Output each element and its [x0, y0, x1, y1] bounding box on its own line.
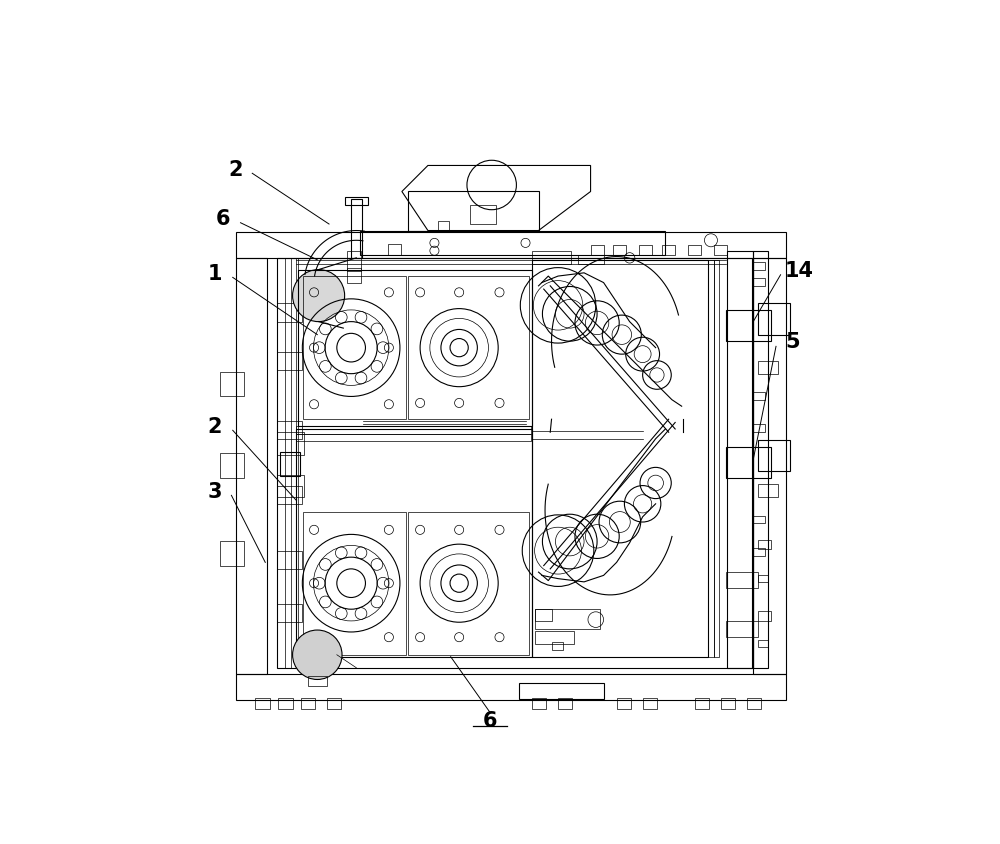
- Bar: [303, 512, 406, 655]
- Bar: [298, 270, 532, 426]
- Bar: [255, 698, 270, 710]
- Bar: [639, 246, 652, 256]
- Bar: [753, 425, 765, 433]
- Bar: [408, 512, 529, 655]
- Bar: [277, 433, 304, 456]
- Bar: [236, 674, 786, 701]
- Bar: [532, 698, 546, 710]
- Bar: [280, 452, 300, 477]
- Bar: [220, 453, 244, 479]
- Text: 6: 6: [216, 208, 230, 228]
- Bar: [327, 698, 341, 710]
- Bar: [758, 304, 790, 335]
- Bar: [408, 192, 539, 231]
- Bar: [726, 311, 771, 342]
- Text: 6: 6: [482, 710, 497, 730]
- Bar: [591, 246, 604, 256]
- Bar: [753, 279, 765, 286]
- Bar: [721, 698, 735, 710]
- Text: 3: 3: [207, 481, 222, 501]
- Bar: [552, 642, 563, 651]
- Bar: [727, 252, 753, 668]
- Text: 2: 2: [229, 160, 243, 180]
- Circle shape: [293, 630, 342, 679]
- Bar: [277, 551, 302, 569]
- Bar: [714, 261, 719, 657]
- Bar: [758, 641, 768, 647]
- Bar: [613, 246, 626, 256]
- Bar: [758, 576, 768, 582]
- Bar: [296, 434, 531, 441]
- Bar: [470, 205, 496, 225]
- Bar: [291, 258, 298, 668]
- Bar: [360, 231, 665, 256]
- Bar: [753, 262, 765, 270]
- Bar: [535, 609, 600, 629]
- Bar: [758, 484, 778, 498]
- Bar: [747, 698, 761, 710]
- Bar: [301, 698, 315, 710]
- Bar: [708, 261, 714, 657]
- Bar: [753, 258, 786, 674]
- Bar: [753, 252, 768, 668]
- Bar: [535, 631, 574, 644]
- Bar: [758, 361, 778, 374]
- Bar: [347, 269, 361, 284]
- Text: 1: 1: [207, 263, 222, 284]
- Bar: [285, 258, 296, 668]
- Bar: [351, 200, 362, 258]
- Bar: [578, 255, 604, 265]
- Bar: [308, 676, 327, 686]
- Bar: [277, 486, 302, 504]
- Bar: [753, 392, 765, 400]
- Bar: [236, 258, 267, 674]
- Bar: [408, 277, 529, 419]
- Bar: [688, 246, 701, 256]
- Bar: [535, 609, 552, 621]
- Bar: [345, 197, 368, 205]
- Bar: [277, 304, 302, 322]
- Bar: [347, 252, 361, 272]
- Text: 5: 5: [785, 332, 800, 352]
- Text: 14: 14: [784, 260, 813, 280]
- Bar: [758, 441, 790, 472]
- Bar: [277, 604, 302, 623]
- Bar: [726, 621, 758, 637]
- Bar: [519, 683, 604, 699]
- Bar: [726, 572, 758, 589]
- Bar: [220, 372, 244, 397]
- Text: 2: 2: [207, 416, 222, 436]
- Bar: [277, 353, 302, 371]
- Bar: [438, 221, 449, 231]
- Bar: [753, 516, 765, 523]
- Bar: [643, 698, 657, 710]
- Bar: [558, 698, 572, 710]
- Bar: [753, 549, 765, 556]
- Bar: [220, 541, 244, 566]
- Bar: [532, 252, 571, 265]
- Bar: [236, 233, 786, 258]
- Bar: [532, 261, 708, 657]
- Bar: [277, 421, 302, 439]
- Bar: [662, 246, 675, 256]
- Bar: [296, 426, 531, 434]
- Circle shape: [293, 270, 345, 322]
- Bar: [303, 277, 406, 419]
- Bar: [758, 611, 771, 621]
- Bar: [388, 244, 401, 256]
- Bar: [617, 698, 631, 710]
- Bar: [758, 540, 771, 549]
- Bar: [695, 698, 709, 710]
- Bar: [277, 475, 304, 498]
- Bar: [714, 246, 727, 256]
- Bar: [726, 447, 771, 479]
- Bar: [277, 258, 752, 668]
- Bar: [278, 698, 293, 710]
